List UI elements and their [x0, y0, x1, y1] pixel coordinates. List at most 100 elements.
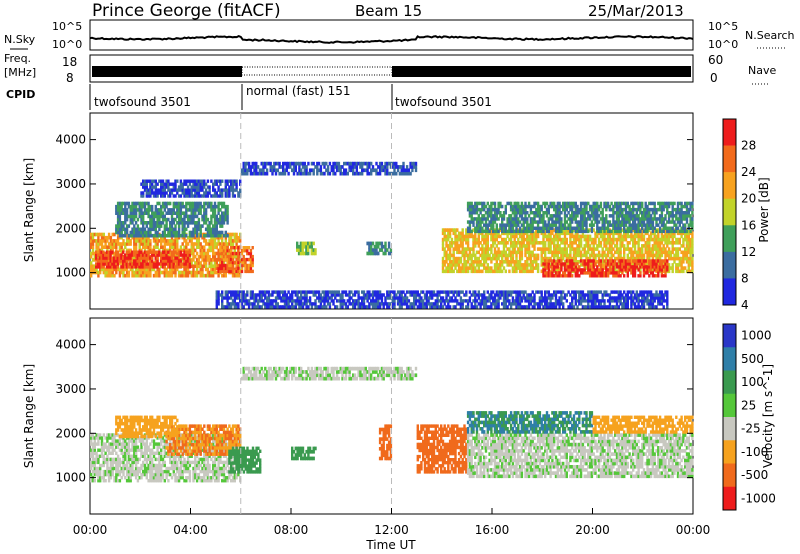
data-cell	[100, 239, 104, 243]
data-cell	[592, 214, 595, 218]
power-cells	[90, 113, 694, 309]
data-cell	[567, 271, 570, 275]
data-cell	[518, 247, 522, 251]
data-cell	[215, 266, 218, 271]
data-cell	[508, 231, 511, 236]
data-cell	[210, 227, 213, 232]
data-cell	[522, 220, 525, 224]
data-cell	[161, 211, 165, 215]
data-cell	[560, 204, 563, 209]
data-cell	[558, 271, 561, 275]
data-cell	[676, 241, 680, 245]
data-cell	[639, 234, 642, 239]
data-cell	[630, 201, 633, 206]
data-cell	[231, 273, 235, 278]
data-cell	[518, 269, 522, 274]
data-cell	[384, 241, 387, 246]
data-cell	[524, 269, 527, 274]
data-cell	[154, 250, 157, 254]
data-cell	[508, 247, 511, 251]
data-cell	[454, 228, 457, 232]
data-cell	[158, 233, 161, 238]
data-cell	[605, 204, 608, 209]
data-cell	[646, 268, 649, 272]
data-cell	[565, 201, 568, 206]
data-cell	[483, 256, 486, 261]
data-cell	[554, 211, 558, 215]
data-cell	[233, 239, 236, 243]
data-cell	[492, 226, 495, 230]
data-cell	[133, 245, 136, 249]
data-cell	[192, 221, 195, 225]
data-cell	[160, 235, 163, 240]
data-cell	[682, 253, 685, 258]
data-cell	[513, 263, 516, 267]
data-cell	[533, 231, 536, 236]
data-cell	[316, 168, 319, 173]
data-cell	[676, 263, 680, 267]
data-cell	[190, 264, 193, 268]
data-cell	[676, 204, 680, 209]
data-cell	[124, 201, 127, 206]
data-cell	[102, 239, 105, 243]
data-cell	[657, 231, 660, 236]
data-cell	[563, 220, 567, 224]
data-cell	[353, 161, 357, 166]
data-cell	[554, 226, 558, 230]
data-cell	[233, 269, 236, 274]
data-cell	[465, 263, 468, 267]
data-cell	[567, 259, 570, 263]
data-cell	[210, 245, 213, 249]
data-cell	[120, 230, 123, 235]
data-cell	[687, 214, 690, 218]
data-cell	[484, 269, 488, 274]
data-cell	[637, 256, 640, 261]
data-cell	[179, 270, 183, 275]
data-cell	[495, 231, 498, 236]
data-cell	[560, 250, 563, 255]
data-cell	[452, 228, 455, 232]
data-cell	[628, 220, 631, 224]
data-cell	[465, 253, 468, 258]
data-cell	[127, 256, 130, 260]
data-cell	[398, 165, 402, 169]
data-cell	[122, 270, 125, 275]
data-cell	[93, 239, 96, 243]
data-cell	[165, 256, 168, 260]
data-cell	[251, 257, 254, 262]
data-cell	[596, 229, 599, 234]
data-cell	[630, 234, 633, 239]
data-cell	[249, 171, 253, 176]
data-cell	[477, 226, 480, 230]
data-cell	[549, 271, 552, 275]
data-cell	[359, 165, 362, 169]
data-cell	[642, 259, 646, 263]
data-cell	[522, 269, 525, 274]
data-cell	[495, 207, 498, 212]
data-cell	[335, 161, 339, 166]
data-cell	[583, 271, 586, 275]
data-cell	[562, 237, 565, 242]
data-cell	[312, 251, 315, 256]
data-cell	[624, 211, 628, 215]
data-cell	[562, 201, 565, 206]
data-cell	[239, 258, 242, 262]
data-cell	[249, 254, 253, 259]
data-cell	[107, 245, 111, 249]
data-cell	[156, 253, 159, 257]
data-cell	[378, 168, 382, 173]
data-cell	[465, 231, 468, 236]
data-cell	[651, 237, 655, 242]
data-cell	[134, 245, 138, 249]
data-cell	[481, 207, 484, 212]
data-cell	[213, 235, 217, 240]
data-cell	[215, 233, 218, 238]
data-cell	[615, 271, 619, 275]
data-cell	[301, 241, 304, 246]
data-cell	[185, 270, 188, 275]
data-cell	[156, 267, 159, 272]
data-cell	[545, 207, 549, 212]
data-cell	[224, 249, 227, 253]
data-cell	[145, 208, 148, 212]
